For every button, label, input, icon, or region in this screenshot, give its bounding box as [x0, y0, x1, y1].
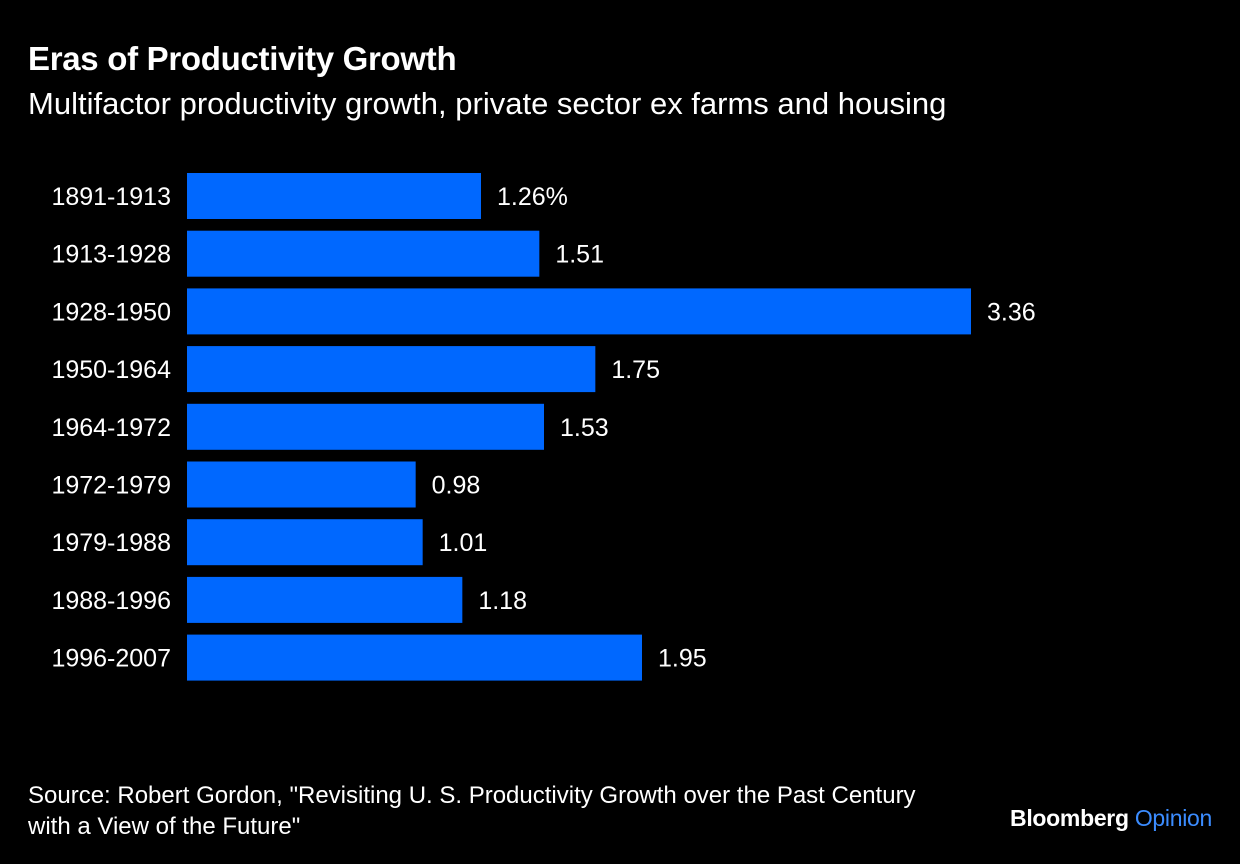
data-label: 1.51 [555, 241, 604, 269]
category-label: 1928-1950 [51, 298, 171, 326]
chart-title: Eras of Productivity Growth [28, 40, 457, 77]
brand-logo: Bloomberg Opinion [1010, 805, 1212, 832]
category-label: 1972-1979 [51, 472, 171, 500]
data-label: 0.98 [432, 472, 481, 500]
bar-chart: 1891-1913 1.26% 1913-1928 1.51 1928-1950 3.36… [51, 173, 1036, 681]
data-label: 3.36 [987, 298, 1036, 326]
category-label: 1891-1913 [51, 183, 171, 211]
category-label: 1950-1964 [51, 356, 171, 384]
category-label: 1996-2007 [51, 645, 171, 673]
data-label: 1.75 [611, 356, 660, 384]
brand-accent: Opinion [1134, 805, 1212, 831]
source-note: Source: Robert Gordon, "Revisiting U. S.… [28, 782, 916, 840]
bar [187, 346, 596, 393]
bar [187, 461, 416, 508]
bar [187, 230, 540, 277]
data-label: 1.18 [478, 587, 527, 615]
bar [187, 576, 463, 623]
data-label: 1.01 [439, 529, 488, 557]
bar [187, 634, 642, 681]
data-label: 1.26% [497, 183, 568, 211]
bar [187, 403, 544, 450]
bar [187, 288, 971, 335]
data-label: 1.53 [560, 414, 609, 442]
bar [187, 519, 423, 566]
category-label: 1964-1972 [51, 414, 171, 442]
bar [187, 173, 481, 219]
chart-subtitle: Multifactor productivity growth, private… [28, 86, 947, 121]
brand-main: Bloomberg [1010, 805, 1129, 831]
category-label: 1979-1988 [51, 529, 171, 557]
category-label: 1988-1996 [51, 587, 171, 615]
data-label: 1.95 [658, 645, 707, 673]
category-label: 1913-1928 [51, 241, 171, 269]
